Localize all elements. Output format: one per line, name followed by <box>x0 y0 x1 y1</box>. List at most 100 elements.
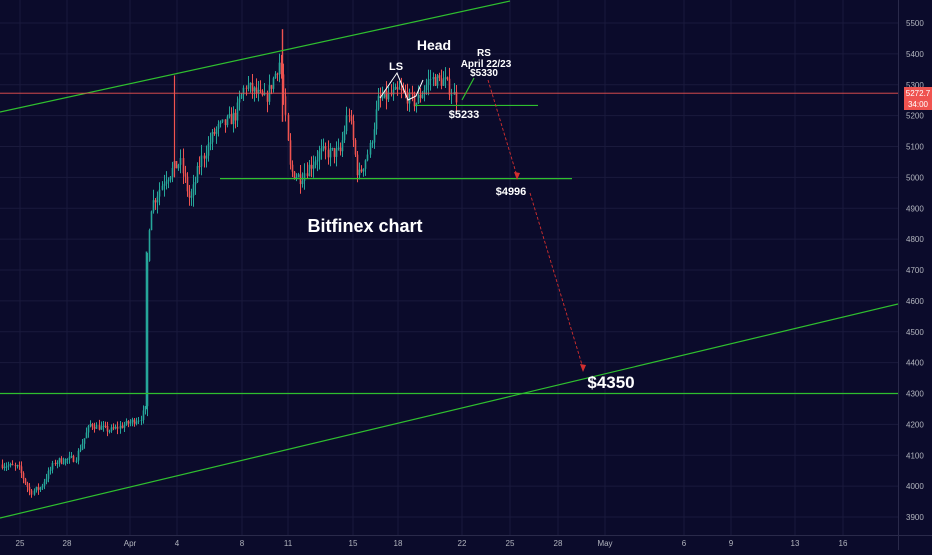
candle-body <box>93 426 96 429</box>
candle-body <box>192 184 195 196</box>
candle-body <box>282 74 285 97</box>
candle-body <box>316 159 319 162</box>
candle-body <box>400 88 403 90</box>
x-tick-label: 22 <box>458 539 467 548</box>
candle-body <box>72 456 75 462</box>
candle-body <box>329 148 332 158</box>
candle-body <box>413 94 416 107</box>
candle-body <box>171 168 174 177</box>
candle-body <box>257 89 260 94</box>
candle-body <box>419 94 422 98</box>
candle-body <box>272 78 275 89</box>
candle-body <box>108 430 111 432</box>
candle-body <box>106 425 109 432</box>
y-tick-label: 4700 <box>906 266 924 275</box>
candle-body <box>133 419 136 424</box>
candle-body <box>123 424 126 428</box>
candle-body <box>158 189 161 197</box>
head-label: Head <box>417 37 451 53</box>
candle-body <box>18 465 21 467</box>
candle-body <box>255 87 258 94</box>
candle-body <box>1 464 4 468</box>
candle-body <box>408 92 411 104</box>
candle-body <box>398 88 401 90</box>
candle-body <box>274 73 277 79</box>
y-tick-label: 4000 <box>906 482 924 491</box>
candle-body <box>343 131 346 141</box>
y-tick-label: 4900 <box>906 204 924 213</box>
candle-body <box>337 147 340 149</box>
candle-body <box>375 109 378 130</box>
candle-body <box>444 77 447 80</box>
candle-body <box>446 77 449 79</box>
candle-body <box>37 486 40 490</box>
candle-body <box>66 458 69 460</box>
candle-body <box>234 112 237 121</box>
candle-body <box>186 176 189 192</box>
candle-body <box>289 140 292 165</box>
candle-body <box>205 155 208 159</box>
candle-body <box>89 423 92 426</box>
candle-body <box>301 180 304 185</box>
candle-body <box>293 171 296 179</box>
candle-body <box>396 86 399 90</box>
candle-body <box>259 89 262 91</box>
candle-body <box>75 460 78 462</box>
y-tick-label: 4400 <box>906 359 924 368</box>
candle-body <box>169 176 172 180</box>
candle-body <box>324 146 327 150</box>
candle-body <box>135 421 138 424</box>
candle-body <box>224 119 227 126</box>
candle-body <box>263 93 266 96</box>
candle-body <box>188 191 191 198</box>
candle-body <box>230 114 233 125</box>
target-price-label: $4350 <box>587 373 634 392</box>
candle-body <box>366 154 369 161</box>
projection-arrow-1 <box>487 79 518 177</box>
candle-body <box>432 77 435 80</box>
candle-body <box>270 85 273 89</box>
candle-body <box>54 462 57 464</box>
candle-body <box>142 410 145 420</box>
candle-body <box>95 424 98 429</box>
candle-body <box>221 119 224 122</box>
x-tick-label: 11 <box>284 539 293 548</box>
candle-body <box>276 73 279 75</box>
candle-body <box>247 85 250 89</box>
candle-body <box>91 423 94 427</box>
candle-body <box>177 164 180 169</box>
candle-body <box>427 79 430 85</box>
candle-body <box>60 458 63 464</box>
y-tick-label: 4300 <box>906 390 924 399</box>
x-tick-label: 4 <box>175 539 180 548</box>
candle-body <box>125 420 128 425</box>
candle-body <box>251 82 254 92</box>
candle-body <box>39 487 42 490</box>
shoulder-pattern-path <box>379 71 424 101</box>
candle-body <box>26 483 29 488</box>
candle-body <box>327 149 330 158</box>
y-tick-label: 4500 <box>906 328 924 337</box>
candle-body <box>110 427 113 431</box>
candle-body <box>79 449 82 451</box>
candle-body <box>394 86 397 90</box>
candle-body <box>45 478 48 482</box>
candle-body <box>144 406 147 411</box>
candle-body <box>385 90 388 100</box>
candle-body <box>9 463 12 466</box>
candle-body <box>322 146 325 149</box>
candle-body <box>306 173 309 177</box>
right-shoulder-path <box>461 77 475 101</box>
candle-body <box>41 485 44 488</box>
current-price-tag <box>904 87 932 99</box>
candle-body <box>362 168 365 172</box>
candle-body <box>49 469 52 471</box>
candle-body <box>167 179 170 182</box>
candle-body <box>287 114 290 141</box>
candle-body <box>284 96 287 115</box>
candle-body <box>350 116 353 122</box>
candle-body <box>200 155 203 167</box>
support-price-label: $4996 <box>496 186 527 198</box>
